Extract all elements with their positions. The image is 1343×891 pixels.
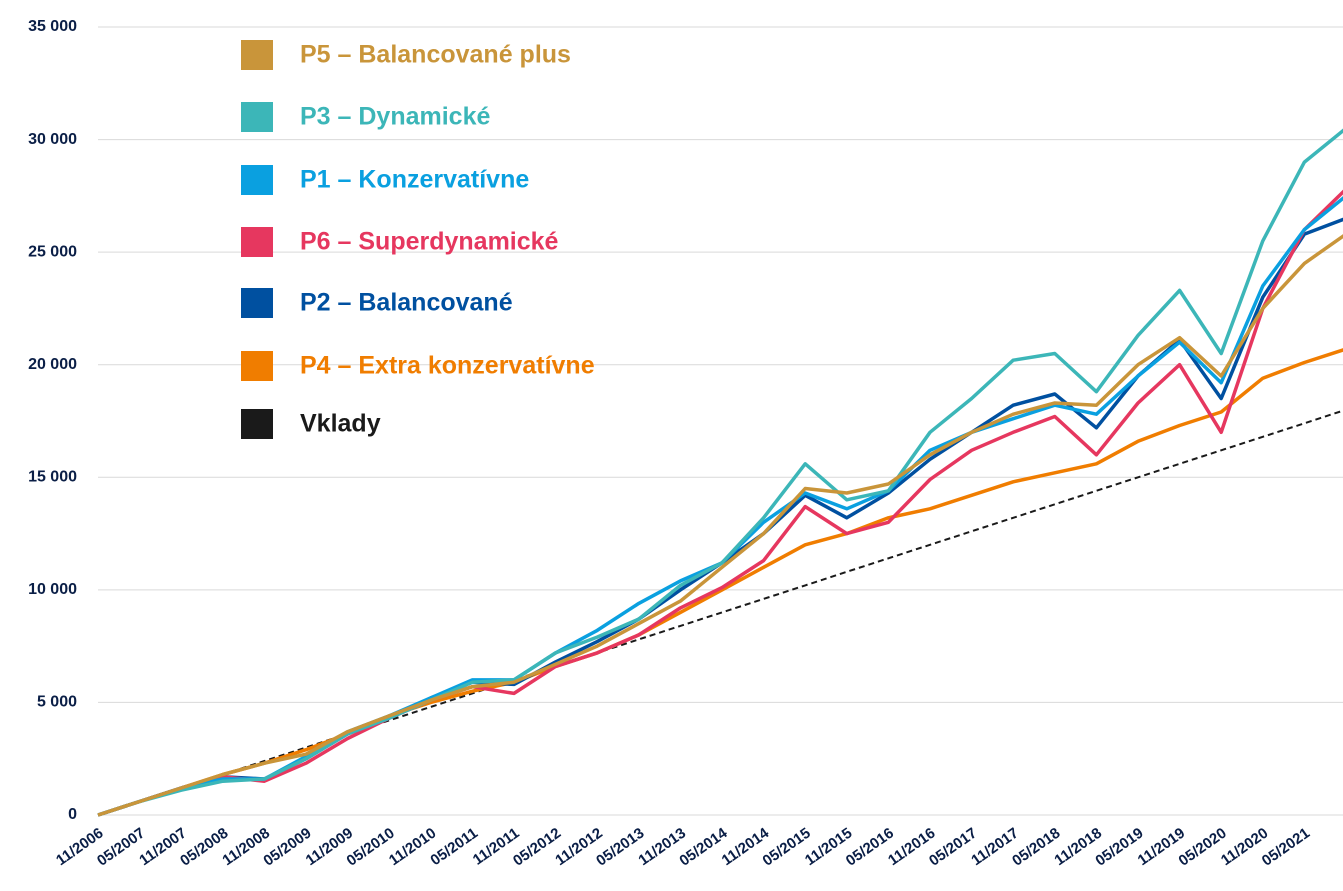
legend-swatch: [241, 409, 273, 439]
x-tick-label: 05/2021: [1259, 825, 1313, 870]
y-tick-label: 25 000: [28, 243, 77, 260]
y-tick-label: 0: [68, 806, 77, 823]
x-tick-label: 05/2007: [94, 825, 148, 870]
series-line: [97, 409, 1343, 816]
legend-swatch: [241, 165, 273, 195]
x-tick-label: 05/2012: [510, 825, 564, 870]
legend-label: P4 – Extra konzervatívne: [300, 352, 595, 380]
y-tick-label: 10 000: [28, 581, 77, 598]
y-tick-label: 20 000: [28, 356, 77, 373]
x-tick-label: 05/2013: [593, 825, 647, 870]
x-tick-label: 05/2017: [926, 825, 980, 870]
x-tick-label: 05/2016: [843, 825, 897, 870]
x-tick-label: 05/2020: [1176, 825, 1230, 870]
series-line: [97, 217, 1343, 817]
y-tick-label: 5 000: [37, 694, 77, 711]
x-tick-label: 05/2009: [260, 825, 314, 870]
legend-swatch: [241, 288, 273, 318]
legend-label: P5 – Balancované plus: [300, 41, 571, 69]
series-line: [97, 196, 1343, 817]
legend-swatch: [241, 40, 273, 70]
legend-label: Vklady: [300, 410, 381, 438]
legend-label: P3 – Dynamické: [300, 103, 490, 131]
series-line: [97, 348, 1343, 817]
x-tick-label: 05/2019: [1092, 825, 1146, 870]
legend-label: P2 – Balancované: [300, 289, 513, 317]
series-line: [97, 234, 1343, 817]
y-tick-label: 35 000: [28, 18, 77, 35]
x-tick-label: 05/2015: [760, 825, 814, 870]
x-tick-label: 05/2018: [1009, 825, 1063, 870]
series-line: [97, 189, 1343, 817]
legend-swatch: [241, 227, 273, 257]
x-tick-label: 05/2010: [344, 825, 398, 870]
x-tick-label: 05/2011: [427, 825, 480, 870]
y-tick-label: 15 000: [28, 469, 77, 486]
legend-label: P1 – Konzervatívne: [300, 166, 529, 194]
series-line: [97, 128, 1343, 817]
legend-label: P6 – Superdynamické: [300, 228, 559, 256]
y-tick-label: 30 000: [28, 131, 77, 148]
x-tick-label: 05/2008: [177, 825, 231, 870]
legend-swatch: [241, 351, 273, 381]
legend-swatch: [241, 102, 273, 132]
